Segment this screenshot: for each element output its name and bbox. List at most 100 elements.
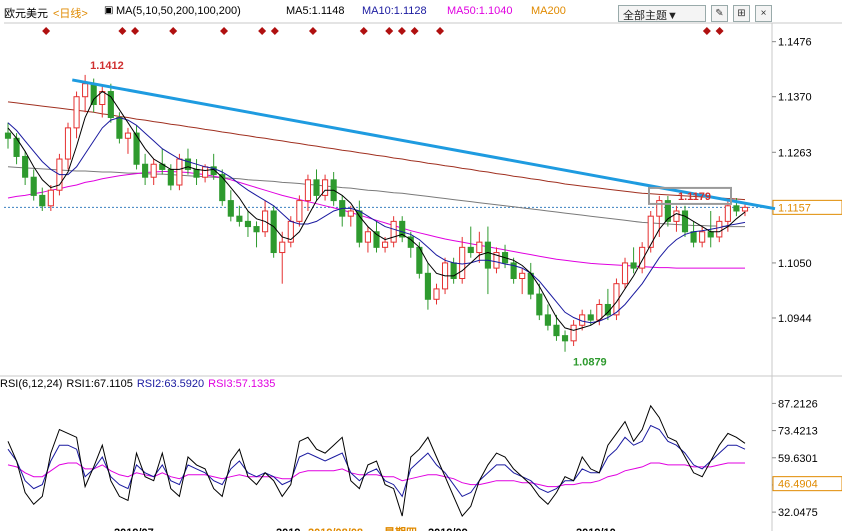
signal-diamond-icon xyxy=(270,27,279,35)
signal-diamond-icon xyxy=(715,27,724,35)
candle-body xyxy=(184,158,192,170)
x-axis-label: 2019/07 xyxy=(114,527,154,531)
candle-body xyxy=(364,231,372,243)
rsi-y-tick-label: 73.4213 xyxy=(778,426,818,438)
candle-body xyxy=(22,155,29,178)
x-axis-label: 2019/10 xyxy=(576,527,616,531)
x-axis-label: 2019 xyxy=(276,527,300,531)
candle-body xyxy=(741,206,749,212)
trendline xyxy=(72,78,776,211)
candle-body xyxy=(90,83,97,106)
candle-body xyxy=(39,194,46,207)
candle-body xyxy=(193,168,200,178)
candle-body xyxy=(561,335,569,342)
ma-params-label[interactable]: MA(5,10,50,200,100,200) xyxy=(116,5,241,17)
candle-body xyxy=(64,127,72,160)
x-axis-label: 星期四 xyxy=(384,525,417,531)
candle-body xyxy=(313,179,320,196)
candle-body xyxy=(47,189,54,207)
signal-diamond-icon xyxy=(169,27,178,35)
candle-body xyxy=(716,220,723,238)
ma5-line xyxy=(7,90,746,331)
candle-body xyxy=(133,132,140,165)
candle-body xyxy=(116,116,123,139)
candle-body xyxy=(381,241,389,248)
ma200-label: MA200 xyxy=(531,5,566,17)
rsi-y-tick-label: 87.2126 xyxy=(778,398,818,410)
signal-diamond-icon xyxy=(436,27,445,35)
candle-body xyxy=(253,226,260,233)
x-axis-label: 2019/09 xyxy=(428,527,468,531)
candle-body xyxy=(73,96,80,129)
candle-body xyxy=(570,324,577,342)
candle-body xyxy=(202,166,209,178)
period-label[interactable]: <日线> xyxy=(53,8,88,20)
candle-body xyxy=(82,83,89,98)
candle-body xyxy=(544,314,551,326)
candle-body xyxy=(630,262,637,269)
candle-body xyxy=(30,176,37,196)
candle-body xyxy=(733,205,740,212)
signal-diamond-icon xyxy=(258,27,267,35)
rsi3-line xyxy=(7,462,745,488)
candle-body xyxy=(236,215,243,222)
header-toolbar: 欧元美元 <日线> ▣ MA(5,10,50,200,100,200) MA5:… xyxy=(0,0,842,22)
rsi-y-tick-label: 32.0475 xyxy=(778,507,818,519)
ma-icon: ▣ xyxy=(104,5,114,16)
ma200-line xyxy=(7,166,745,228)
rsi3-label: RSI3:57.1335 xyxy=(208,378,276,390)
close-icon[interactable]: × xyxy=(755,5,772,22)
signal-diamond-icon xyxy=(220,27,229,35)
candle-body xyxy=(690,231,697,243)
candle-body xyxy=(150,163,157,178)
candle-body xyxy=(681,210,689,233)
candle-body xyxy=(399,220,406,238)
rsi2-line xyxy=(7,424,746,498)
expand-icon[interactable]: ⊞ xyxy=(733,5,750,22)
candle-body xyxy=(296,200,303,222)
candle-body xyxy=(673,210,680,222)
recent-high-label: 1.1179 xyxy=(678,191,711,203)
candle-body xyxy=(476,241,483,254)
candle-body xyxy=(484,241,491,269)
candle-body xyxy=(519,272,526,280)
candle-body xyxy=(553,324,560,337)
candle-body xyxy=(459,246,466,280)
rsi-params-label[interactable]: RSI(6,12,24) xyxy=(0,378,63,390)
candle-body xyxy=(210,166,217,176)
signal-diamond-icon xyxy=(118,27,127,35)
signal-diamond-icon xyxy=(702,27,711,35)
y-tick-label: 1.1476 xyxy=(778,37,812,49)
candle-body xyxy=(621,262,629,285)
y-tick-label: 1.0944 xyxy=(778,313,812,325)
current-price-label: 1.1157 xyxy=(778,202,811,214)
candle-body xyxy=(124,132,132,139)
ma5-label: MA5:1.1148 xyxy=(286,5,345,17)
y-tick-label: 1.1050 xyxy=(778,258,812,270)
candle-body xyxy=(219,174,226,202)
rsi-y-tick-label: 59.6301 xyxy=(778,453,818,465)
candle-body xyxy=(510,262,517,280)
theme-select[interactable]: 全部主题▼ xyxy=(618,5,706,22)
signal-diamond-icon xyxy=(385,27,394,35)
candle-body xyxy=(467,246,474,254)
candle-body xyxy=(279,241,286,254)
candle-body xyxy=(664,200,671,222)
signal-diamond-icon xyxy=(397,27,406,35)
y-tick-label: 1.1370 xyxy=(778,92,812,104)
candle-body xyxy=(424,272,431,300)
recent-high-box xyxy=(648,186,732,205)
rsi2-label: RSI2:63.5920 xyxy=(136,378,205,390)
candle-body xyxy=(373,231,380,248)
edit-icon[interactable]: ✎ xyxy=(711,5,728,22)
ma100-line xyxy=(7,101,746,201)
rsi1-line xyxy=(7,404,746,518)
candle-body xyxy=(656,200,663,217)
candle-body xyxy=(304,179,312,202)
signal-diamond-icon xyxy=(410,27,419,35)
candle-body xyxy=(699,231,706,243)
ma50-line xyxy=(7,171,745,269)
instrument-label: 欧元美元 xyxy=(4,8,48,20)
candle-body xyxy=(707,231,714,238)
